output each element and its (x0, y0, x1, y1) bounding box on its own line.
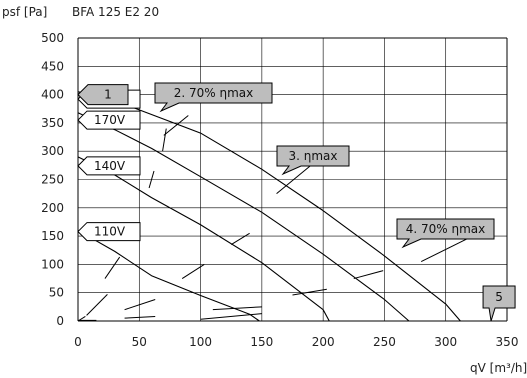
y-tick-label: 100 (41, 257, 64, 271)
efficiency-line-segment (353, 270, 384, 280)
y-axis-label: psf [Pa] (2, 5, 47, 19)
callout-shape (276, 145, 350, 176)
voltage-tag (77, 222, 141, 242)
efficiency-line-segment (124, 315, 156, 319)
callout-4: 4. 70% ηmax (396, 218, 495, 263)
x-tick-label: 100 (189, 335, 212, 349)
callout-1: 1 (77, 84, 129, 106)
y-tick-label: 50 (49, 286, 64, 300)
callout-2: 2. 70% ηmax (154, 82, 273, 136)
callout-shape (482, 285, 516, 322)
chart-title: BFA 125 E2 20 (72, 5, 159, 19)
efficiency-line-segment (104, 256, 121, 279)
callout-label: 5 (495, 290, 503, 304)
callout-label: 3. ηmax (288, 149, 337, 163)
fan-curve-110v (77, 229, 260, 322)
efficiency-line-segment (181, 263, 205, 279)
callout-shape (396, 218, 495, 249)
efficiency-line-segment (162, 128, 167, 152)
callout-5: 5 (482, 285, 516, 322)
x-axis-label: qV [m³/h] (470, 361, 527, 375)
callouts: 1 2. 70% ηmax 3. ηmax 4. 70% ηmax 5 (77, 82, 516, 322)
y-tick-label: 500 (41, 31, 64, 45)
fan-curve-170v (77, 112, 410, 322)
callout-leader (420, 235, 473, 263)
grid (77, 37, 508, 322)
y-tick-label: 350 (41, 116, 64, 130)
callout-label: 2. 70% ηmax (174, 86, 254, 100)
efficiency-line-segment (212, 306, 262, 311)
y-tick-label: 400 (41, 88, 64, 102)
callout-3: 3. ηmax (276, 145, 350, 195)
voltage-tag (77, 156, 141, 176)
efficiency-line-segment (148, 170, 155, 189)
efficiency-line-segment (200, 313, 262, 320)
x-tick-label: 300 (434, 335, 457, 349)
y-tick-label: 450 (41, 59, 64, 73)
x-tick-label: 350 (496, 335, 519, 349)
x-tick-label: 150 (250, 335, 273, 349)
callout-leader (163, 115, 189, 136)
callout-leader (276, 164, 312, 195)
voltage-label: 170V (94, 113, 126, 127)
y-tick-label: 0 (56, 314, 64, 328)
x-tick-labels: 0 50 100 150 200 250 300 350 (74, 335, 518, 349)
voltage-tag (77, 110, 141, 130)
callout-label: 4. 70% ηmax (406, 222, 486, 236)
voltage-label: 110V (94, 225, 126, 239)
x-tick-label: 250 (373, 335, 396, 349)
x-tick-label: 200 (312, 335, 335, 349)
voltage-label: 140V (94, 159, 126, 173)
y-tick-label: 250 (41, 173, 64, 187)
y-tick-label: 300 (41, 144, 64, 158)
efficiency-line-segment (230, 232, 250, 246)
efficiency-line-segment (124, 299, 156, 311)
voltage-labels: 200V170V140V110V (77, 89, 141, 242)
callout-label: 1 (104, 88, 112, 102)
callout-shape (154, 82, 273, 113)
x-tick-label: 0 (74, 335, 82, 349)
efficiency-lines (77, 128, 384, 322)
efficiency-line-segment (86, 294, 108, 316)
y-tick-labels: 0 50 100 150 200 250 300 350 400 450 500 (41, 31, 64, 328)
callout-shape (77, 84, 129, 106)
y-tick-label: 200 (41, 201, 64, 215)
efficiency-line-segment (292, 288, 327, 296)
x-tick-label: 50 (132, 335, 147, 349)
y-tick-label: 150 (41, 229, 64, 243)
